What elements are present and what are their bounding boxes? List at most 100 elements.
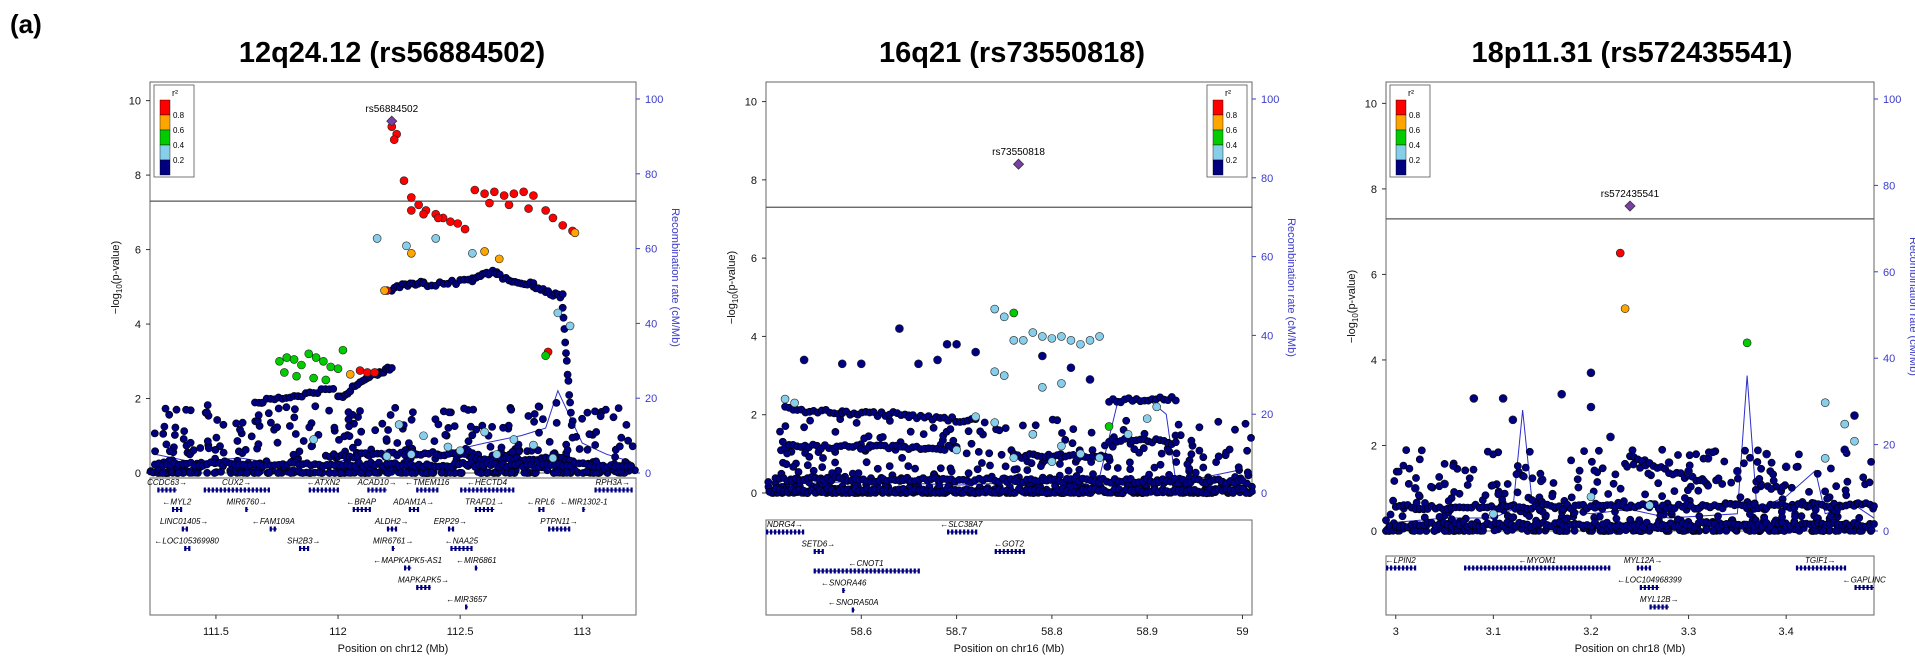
gene-label: ←GAPLINC	[1843, 576, 1886, 585]
gene-exon	[302, 546, 306, 551]
snp-point	[530, 417, 538, 426]
gene-exon	[1862, 585, 1865, 590]
gene-exon	[1651, 585, 1654, 590]
gene-exon	[1665, 604, 1668, 610]
snp-point	[407, 450, 416, 459]
snp-point	[434, 420, 443, 429]
snp-point	[321, 375, 331, 385]
snp-point	[1057, 379, 1066, 388]
gene-exon	[798, 529, 801, 535]
snp-point	[382, 435, 391, 444]
gene-exon	[821, 549, 824, 554]
snp-point	[1023, 466, 1032, 474]
snp-point	[1038, 383, 1047, 392]
gene-exon	[367, 487, 370, 493]
gene-exon	[1823, 565, 1827, 571]
snp-point	[971, 347, 980, 357]
snp-point	[1410, 483, 1420, 493]
gene-exon	[1799, 565, 1803, 571]
snp-point	[1733, 466, 1742, 476]
snp-point	[433, 213, 443, 223]
gene-exon	[371, 487, 374, 493]
snp-point	[333, 364, 343, 374]
background-snps	[764, 393, 1256, 498]
snp-point	[919, 430, 928, 438]
snp-point	[1238, 484, 1247, 493]
gene-label: ←SNORA50A	[828, 598, 879, 607]
gene-exon	[482, 507, 486, 512]
snp-point	[274, 404, 283, 413]
snp-point	[1658, 445, 1667, 454]
legend-swatch	[159, 114, 171, 131]
x-tick-label: 3	[1393, 626, 1399, 638]
snp-point	[1415, 455, 1424, 464]
snp-point	[348, 443, 357, 452]
y-tick-label: 4	[751, 331, 757, 343]
y-axis-label: −log10(p-value)	[726, 251, 740, 324]
gene-label: MYL12B→	[1640, 595, 1679, 604]
snp-point	[1734, 474, 1742, 483]
snp-point	[565, 391, 574, 399]
snp-point	[1740, 459, 1748, 468]
snp-point	[468, 431, 477, 440]
legend-title: r²	[1408, 88, 1414, 98]
gene-exon	[833, 568, 836, 574]
x-axis-label: Position on chr18 (Mb)	[1575, 643, 1686, 655]
gene-exon	[470, 546, 473, 551]
x-tick-label: 3.4	[1779, 626, 1794, 638]
snp-point	[1751, 485, 1760, 494]
gene-exon	[568, 526, 571, 532]
snp-point	[391, 403, 400, 412]
snp-point	[627, 461, 635, 470]
snp-point	[160, 422, 169, 431]
snp-point	[345, 422, 353, 431]
gene-exon	[622, 487, 625, 493]
snp-point	[1525, 447, 1534, 456]
snp-point	[1813, 469, 1822, 478]
snp-point	[1670, 487, 1679, 495]
snp-point	[552, 398, 561, 407]
snp-point	[185, 468, 194, 477]
snp-point	[1704, 481, 1712, 490]
gene-exon	[1468, 565, 1471, 571]
gene-exon	[1500, 565, 1503, 571]
snp-point	[562, 349, 570, 357]
snp-point	[1415, 491, 1423, 500]
snp-point	[480, 189, 489, 199]
snp-point	[1018, 336, 1028, 345]
gene-label: ADAM1A→	[392, 498, 434, 507]
snp-point	[1069, 425, 1078, 433]
snp-point	[1685, 451, 1694, 460]
x-tick-label: 111.5	[203, 626, 229, 638]
snp-point	[161, 404, 170, 413]
gene-exon	[267, 487, 270, 493]
snp-point	[1386, 510, 1395, 519]
gene-exon	[1018, 549, 1021, 554]
gene-exon	[1811, 565, 1815, 571]
gene-exon	[770, 529, 773, 535]
gene-exon	[484, 487, 487, 493]
snp-point	[1867, 457, 1875, 466]
snp-point	[469, 405, 478, 414]
snp-point	[1095, 332, 1104, 341]
gene-frame	[1385, 555, 1875, 616]
gene-track: CCDC63→ CUX2→ ←ATXN2 ACAD10→ ←TMEM116 ←HECTD4…	[147, 477, 637, 616]
snp-point	[583, 445, 592, 454]
snp-point	[203, 437, 212, 446]
snp-point	[1095, 453, 1104, 463]
snp-point	[394, 420, 404, 429]
snp-point	[1171, 438, 1180, 447]
snp-point	[999, 312, 1009, 322]
snp-point	[1199, 453, 1208, 462]
snp-point	[591, 407, 599, 416]
snp-point	[356, 407, 364, 415]
snp-point	[789, 462, 798, 471]
snp-point	[1085, 375, 1095, 384]
gene-exon	[610, 487, 613, 493]
gene-exon	[488, 487, 491, 493]
gene-exon	[1648, 565, 1652, 571]
gene-label: ERP29→	[434, 517, 467, 526]
snp-point	[519, 187, 528, 197]
snp-point	[1469, 394, 1479, 403]
snp-point	[344, 468, 353, 477]
